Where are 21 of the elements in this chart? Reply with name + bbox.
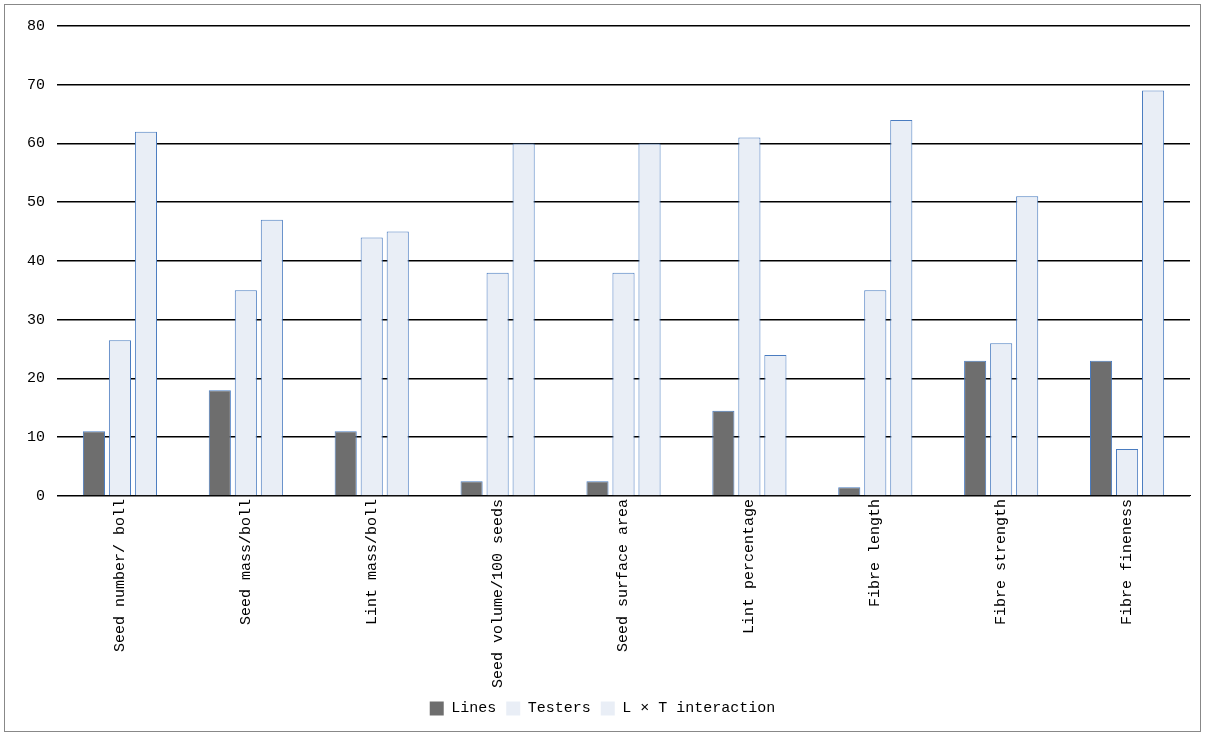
y-tick-label: 0 — [35, 487, 45, 505]
y-tick-label: 20 — [26, 370, 45, 388]
x-tick-label: Seed mass/boll — [237, 498, 255, 625]
y-tick-label: 10 — [26, 429, 45, 447]
y-tick-label: 70 — [26, 76, 45, 94]
legend-label: Lines — [451, 700, 497, 718]
y-tick-label: 30 — [26, 311, 45, 329]
legend-label: Testers — [527, 700, 591, 718]
y-tick-label: 80 — [26, 17, 45, 35]
x-tick-label: Fibre strength — [993, 498, 1011, 625]
legend-label: L × T interaction — [622, 700, 776, 718]
x-tick-label: Seed number/ boll — [111, 498, 129, 652]
x-tick-label: Fibre fineness — [1119, 498, 1137, 625]
y-tick-label: 50 — [26, 194, 45, 212]
y-tick-label: 40 — [26, 252, 45, 270]
x-tick-label: Seed surface area — [615, 498, 633, 652]
x-tick-label: Fibre length — [867, 498, 885, 607]
x-tick-label: Seed volume/100 seeds — [489, 498, 507, 688]
y-tick-label: 60 — [26, 135, 45, 153]
x-tick-label: Lint percentage — [741, 498, 759, 634]
x-tick-label: Lint mass/boll — [363, 498, 381, 625]
